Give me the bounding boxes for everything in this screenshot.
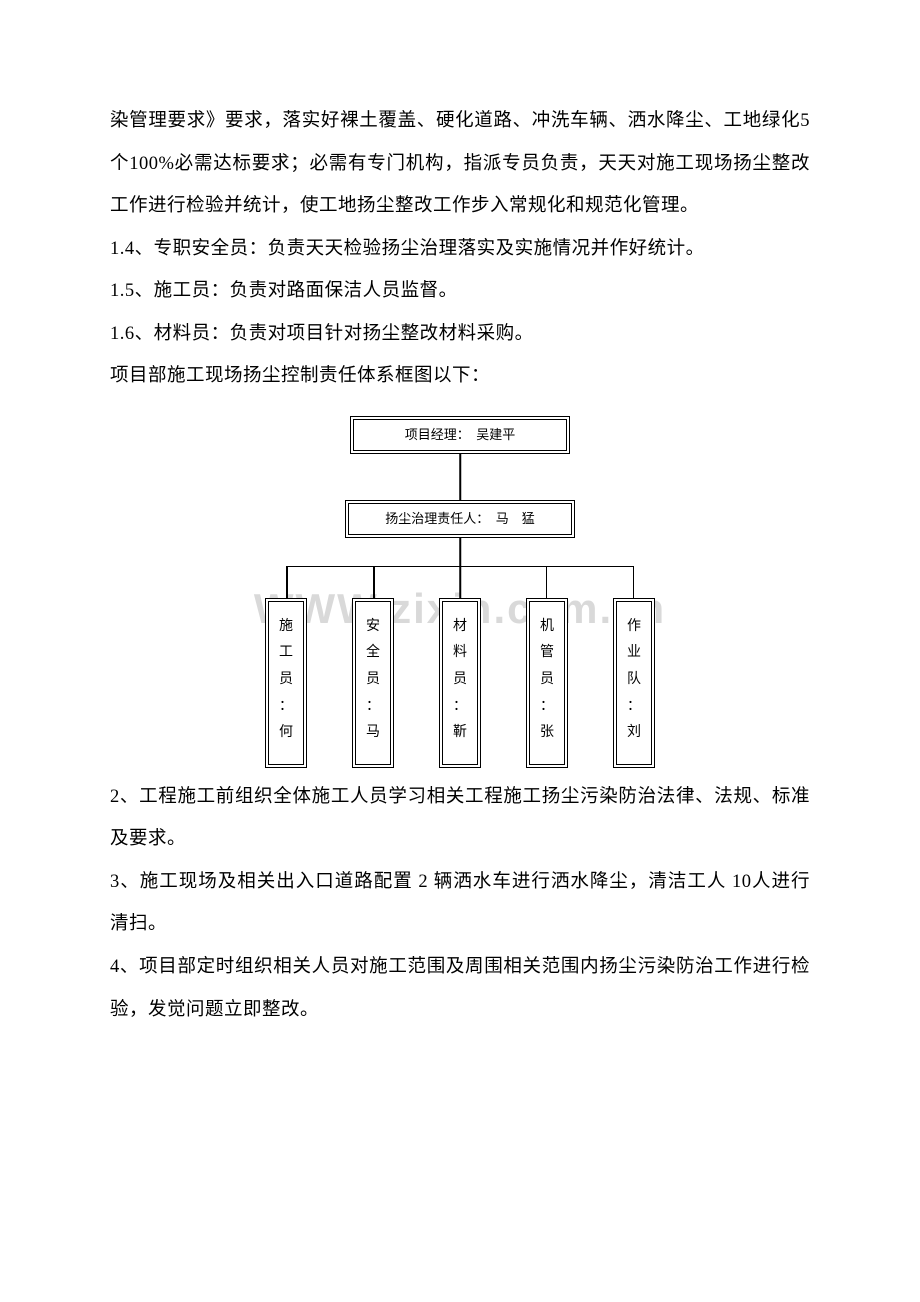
leaf-char: 管 bbox=[540, 640, 554, 667]
paragraph-7: 3、施工现场及相关出入口道路配置 2 辆洒水车进行洒水降尘，清洁工人 10人进行… bbox=[110, 861, 810, 946]
leaf-char: 何 bbox=[279, 720, 293, 747]
chart-leaf-4: 机 管 员 ： 张 bbox=[526, 598, 568, 768]
paragraph-3: 1.5、施工员：负责对路面保洁人员监督。 bbox=[110, 270, 810, 313]
leaf-char: 业 bbox=[627, 640, 641, 667]
leaf-char: 料 bbox=[453, 640, 467, 667]
chart-connector-bottom bbox=[220, 538, 700, 598]
paragraph-5: 项目部施工现场扬尘控制责任体系框图以下： bbox=[110, 355, 810, 398]
leaf-char: 安 bbox=[366, 614, 380, 641]
leaf-char: 施 bbox=[279, 614, 293, 641]
org-chart: 项目经理： 吴建平 扬尘治理责任人： 马 猛 施 工 员 ： 何 安 全 员 ：… bbox=[220, 416, 700, 768]
leaf-char: 员 bbox=[366, 667, 380, 694]
chart-leaf-3: 材 料 员 ： 靳 bbox=[439, 598, 481, 768]
paragraph-4: 1.6、材料员：负责对项目针对扬尘整改材料采购。 bbox=[110, 313, 810, 356]
leaf-char: 靳 bbox=[453, 720, 467, 747]
leaf-char: 全 bbox=[366, 640, 380, 667]
chart-leaf-5: 作 业 队 ： 刘 bbox=[613, 598, 655, 768]
chart-node-top: 项目经理： 吴建平 bbox=[350, 416, 570, 454]
chart-leaf-1: 施 工 员 ： 何 bbox=[265, 598, 307, 768]
leaf-char: 工 bbox=[279, 640, 293, 667]
leaf-char: ： bbox=[366, 694, 380, 721]
paragraph-2: 1.4、专职安全员：负责天天检验扬尘治理落实及实施情况并作好统计。 bbox=[110, 228, 810, 271]
leaf-char: 员 bbox=[540, 667, 554, 694]
leaf-char: 员 bbox=[279, 667, 293, 694]
leaf-char: 队 bbox=[627, 667, 641, 694]
leaf-char: 机 bbox=[540, 614, 554, 641]
paragraph-8: 4、项目部定时组织相关人员对施工范围及周围相关范围内扬尘污染防治工作进行检验，发… bbox=[110, 946, 810, 1031]
leaf-char: ： bbox=[279, 694, 293, 721]
leaf-char: ： bbox=[540, 694, 554, 721]
leaf-char: 材 bbox=[453, 614, 467, 641]
chart-leaf-2: 安 全 员 ： 马 bbox=[352, 598, 394, 768]
leaf-char: 刘 bbox=[627, 720, 641, 747]
leaf-char: 员 bbox=[453, 667, 467, 694]
leaf-char: 张 bbox=[540, 720, 554, 747]
leaf-char: 马 bbox=[366, 720, 380, 747]
leaf-char: ： bbox=[453, 694, 467, 721]
leaf-char: 作 bbox=[627, 614, 641, 641]
chart-connector-top bbox=[220, 454, 700, 500]
paragraph-1: 染管理要求》要求，落实好裸土覆盖、硬化道路、冲洗车辆、洒水降尘、工地绿化5个10… bbox=[110, 100, 810, 228]
paragraph-6: 2、工程施工前组织全体施工人员学习相关工程施工扬尘污染防治法律、法规、标准及要求… bbox=[110, 776, 810, 861]
chart-leaf-row: 施 工 员 ： 何 安 全 员 ： 马 材 料 员 ： 靳 机 管 员 ： 张 bbox=[220, 598, 700, 768]
chart-node-mid: 扬尘治理责任人： 马 猛 bbox=[345, 500, 575, 538]
leaf-char: ： bbox=[627, 694, 641, 721]
